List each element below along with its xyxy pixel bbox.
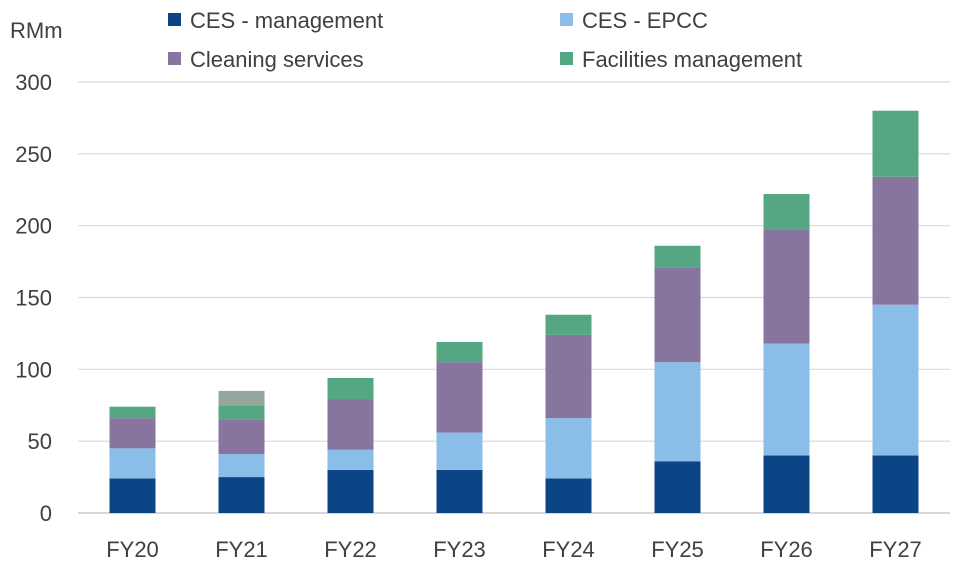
bar-ces-epcc-fy24 bbox=[545, 418, 592, 479]
legend-item-facilities-management: Facilities management bbox=[560, 47, 802, 72]
bar-ces-epcc-fy23 bbox=[436, 432, 483, 470]
axes: 0 50 100 150 200 250 300 FY20 FY21 FY22 FY23 FY24 FY… bbox=[15, 70, 922, 562]
legend-item-ces-epcc: CES - EPCC bbox=[560, 8, 708, 33]
bar-extra-segment-fy21 bbox=[218, 390, 265, 406]
x-tick-label: FY26 bbox=[760, 537, 813, 562]
bar-ces-management-fy20 bbox=[109, 478, 156, 513]
bar-ces-management-fy26 bbox=[763, 455, 810, 513]
bar-cleaning-services-fy20 bbox=[109, 418, 156, 449]
bar-facilities-management-fy23 bbox=[436, 342, 483, 363]
legend-swatch-ces-epcc bbox=[560, 13, 573, 26]
bar-cleaning-services-fy24 bbox=[545, 334, 592, 419]
bar-ces-management-fy21 bbox=[218, 477, 265, 513]
bar-facilities-management-fy26 bbox=[763, 194, 810, 230]
y-tick-label: 0 bbox=[40, 501, 52, 526]
bar-ces-epcc-fy20 bbox=[109, 448, 156, 479]
bar-facilities-management-fy22 bbox=[327, 377, 374, 400]
y-tick-label: 200 bbox=[15, 214, 52, 239]
legend-label: CES - EPCC bbox=[582, 8, 708, 33]
x-tick-label: FY21 bbox=[215, 537, 268, 562]
x-tick-label: FY24 bbox=[542, 537, 595, 562]
bar-cleaning-services-fy22 bbox=[327, 399, 374, 450]
legend-label: CES - management bbox=[190, 8, 383, 33]
legend-item-cleaning-services: Cleaning services bbox=[168, 47, 364, 72]
bar-cleaning-services-fy23 bbox=[436, 362, 483, 433]
legend-swatch-facilities-management bbox=[560, 52, 573, 65]
bar-ces-management-fy22 bbox=[327, 469, 374, 513]
bars bbox=[109, 110, 919, 513]
y-tick-label: 300 bbox=[15, 70, 52, 95]
bar-facilities-management-fy20 bbox=[109, 406, 156, 419]
bar-cleaning-services-fy21 bbox=[218, 419, 265, 455]
x-tick-label: FY27 bbox=[869, 537, 922, 562]
bar-ces-management-fy24 bbox=[545, 478, 592, 513]
bar-facilities-management-fy25 bbox=[654, 245, 701, 268]
x-tick-label: FY25 bbox=[651, 537, 704, 562]
y-tick-label: 50 bbox=[28, 429, 52, 454]
legend-label: Cleaning services bbox=[190, 47, 364, 72]
x-tick-label: FY20 bbox=[106, 537, 159, 562]
bar-facilities-management-fy27 bbox=[872, 110, 919, 177]
bar-facilities-management-fy21 bbox=[218, 405, 265, 420]
legend: CES - management CES - EPCC Cleaning servi… bbox=[168, 8, 802, 72]
bar-ces-management-fy25 bbox=[654, 461, 701, 513]
bar-cleaning-services-fy26 bbox=[763, 229, 810, 344]
bar-ces-epcc-fy21 bbox=[218, 454, 265, 478]
grid-lines bbox=[78, 81, 950, 514]
y-tick-label: 150 bbox=[15, 286, 52, 311]
bar-ces-epcc-fy25 bbox=[654, 362, 701, 462]
bar-cleaning-services-fy27 bbox=[872, 176, 919, 305]
bar-ces-epcc-fy22 bbox=[327, 449, 374, 470]
x-tick-label: FY22 bbox=[324, 537, 377, 562]
bar-ces-management-fy27 bbox=[872, 455, 919, 513]
bar-ces-epcc-fy26 bbox=[763, 343, 810, 456]
legend-swatch-cleaning-services bbox=[168, 52, 181, 65]
bar-ces-epcc-fy27 bbox=[872, 304, 919, 456]
bar-facilities-management-fy24 bbox=[545, 314, 592, 335]
legend-item-ces-management: CES - management bbox=[168, 8, 383, 33]
y-axis-label: RMm bbox=[10, 18, 63, 43]
y-tick-label: 100 bbox=[15, 357, 52, 382]
bar-ces-management-fy23 bbox=[436, 469, 483, 513]
y-tick-label: 250 bbox=[15, 142, 52, 167]
legend-label: Facilities management bbox=[582, 47, 802, 72]
bar-cleaning-services-fy25 bbox=[654, 267, 701, 363]
legend-swatch-ces-management bbox=[168, 13, 181, 26]
x-tick-label: FY23 bbox=[433, 537, 486, 562]
